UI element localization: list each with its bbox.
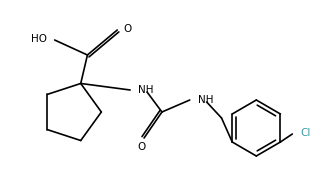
Text: O: O: [123, 24, 131, 34]
Text: HO: HO: [31, 34, 47, 44]
Text: NH: NH: [198, 95, 213, 105]
Text: O: O: [137, 142, 145, 152]
Text: Cl: Cl: [300, 128, 310, 138]
Text: NH: NH: [138, 85, 154, 95]
